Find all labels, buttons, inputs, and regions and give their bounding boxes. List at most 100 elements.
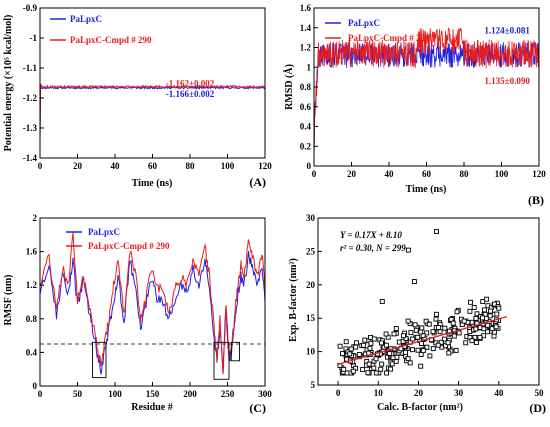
panel-d-point xyxy=(451,333,457,339)
panel-d-point xyxy=(378,340,384,346)
panel-d-point xyxy=(415,347,421,353)
panel-d-fit-line xyxy=(337,315,508,365)
panel-d-point xyxy=(403,336,409,341)
a-ytick-label-5: -0.9 xyxy=(23,3,38,13)
panel-d-point xyxy=(424,344,430,350)
a-xtick-label-3: 60 xyxy=(148,161,158,171)
panel-d-point xyxy=(488,308,493,314)
panel-a-frame xyxy=(39,7,266,159)
b-ytick-label-7: 1.4 xyxy=(300,23,312,33)
panel-d-point xyxy=(435,325,441,330)
panel-d-point xyxy=(367,345,373,351)
panel-d-label: (D) xyxy=(529,401,546,415)
panel-d-point xyxy=(442,325,448,331)
panel-d-point xyxy=(480,299,486,304)
panel-a-ylabel: Potential energy (×10⁵ kcal/mol) xyxy=(3,15,14,152)
panel-a-series-blue xyxy=(39,84,266,141)
panel-d-point xyxy=(410,336,416,342)
panel-d-point xyxy=(383,331,389,337)
panel-d-point xyxy=(354,340,359,346)
d-ytick-label-5: 30 xyxy=(306,213,316,223)
panel-d-ylabel: Exp. B-factor (nm²) xyxy=(288,258,299,342)
panel-a-ticks: 0 20 40 60 80 100 120 -1.4 -1.3 -1.2 -1.1 -1 -0.9 xyxy=(23,3,273,171)
panel-d-point xyxy=(379,299,385,304)
c-xtick-label-1: 50 xyxy=(73,389,83,399)
panel-d-point xyxy=(456,330,462,336)
panel-c-legend-blue: PaLpxC xyxy=(88,227,120,237)
a-xtick-label-4: 80 xyxy=(186,161,196,171)
panel-d-point xyxy=(403,349,408,355)
panel-d-point xyxy=(391,331,397,337)
a-xtick-label-1: 20 xyxy=(73,161,83,171)
panel-d-point xyxy=(491,333,497,339)
d-xtick-label-2: 20 xyxy=(414,388,424,398)
panel-d-point xyxy=(418,363,424,369)
panel-d-point xyxy=(438,339,444,345)
panel-c-highlight-box-1 xyxy=(213,341,230,380)
panel-d-point xyxy=(430,329,436,335)
panel-d-point xyxy=(454,309,460,315)
panel-d-frame xyxy=(317,217,540,386)
panel-d-point xyxy=(468,299,474,305)
a-xtick-label-2: 40 xyxy=(111,161,121,171)
d-ytick-label-4: 25 xyxy=(306,246,316,256)
panel-d-point xyxy=(443,343,449,349)
panel-d-point xyxy=(480,315,485,321)
panel-d-point xyxy=(487,313,493,319)
b-ytick-label-1: 0.2 xyxy=(300,141,312,151)
panel-d-point xyxy=(433,316,439,322)
panel-d-point xyxy=(427,353,433,359)
panel-c-highlight-box-2 xyxy=(230,341,240,362)
b-ytick-label-4: 0.8 xyxy=(300,82,312,92)
panel-d-point xyxy=(405,318,411,324)
panel-b-annotation-red: 1.135±0.090 xyxy=(484,76,530,86)
panel-d-point xyxy=(433,311,439,317)
a-ytick-label-2: -1.2 xyxy=(23,93,38,103)
panel-d-point xyxy=(474,311,480,317)
panel-d-point xyxy=(461,318,467,324)
panel-d-point xyxy=(473,340,479,345)
panel-d-point xyxy=(378,366,384,372)
panel-d-ticks: 0 10 20 30 40 50 5 10 15 20 25 30 xyxy=(306,213,544,398)
c-ytick-label-1: 0.4 xyxy=(26,347,38,357)
panel-d-point xyxy=(373,370,379,376)
panel-d-point xyxy=(368,340,374,346)
panel-d-point xyxy=(493,324,499,330)
panel-d-point xyxy=(379,361,385,367)
b-xtick-label-0: 0 xyxy=(312,169,317,179)
panel-d-point xyxy=(362,337,368,343)
c-xtick-label-2: 100 xyxy=(108,389,122,399)
panel-d-point xyxy=(426,321,432,327)
panel-d-point xyxy=(341,366,347,372)
panel-d-point xyxy=(415,334,421,340)
d-xtick-label-3: 30 xyxy=(454,388,464,398)
panel-d-point xyxy=(407,360,413,366)
panel-d-point xyxy=(371,336,377,342)
c-xtick-label-4: 200 xyxy=(183,389,197,399)
a-ytick-label-1: -1.3 xyxy=(23,123,38,133)
b-ytick-label-3: 0.6 xyxy=(300,102,312,112)
d-ytick-label-1: 10 xyxy=(306,347,316,357)
panel-b-annotation-blue: 1.124±0.081 xyxy=(484,26,530,36)
panel-d-point xyxy=(473,326,479,332)
panel-d-point xyxy=(366,350,372,356)
panel-d-point xyxy=(469,319,475,325)
c-ytick-label-5: 2 xyxy=(33,213,38,223)
c-ytick-label-0: 0 xyxy=(33,381,38,391)
panel-d-point xyxy=(453,347,459,353)
panel-d-point xyxy=(389,361,395,367)
c-xtick-label-6: 300 xyxy=(258,389,272,399)
b-ytick-label-0: 0 xyxy=(307,161,312,171)
panel-d-point xyxy=(424,330,430,336)
panel-d-point xyxy=(371,365,377,371)
panel-b-label: (B) xyxy=(528,193,544,207)
panel-d-point xyxy=(471,305,477,310)
a-ytick-label-4: -1 xyxy=(30,33,38,43)
a-ytick-label-3: -1.1 xyxy=(23,63,38,73)
panel-c-legend-red: PaLpxC-Cmpd # 290 xyxy=(88,241,170,251)
a-xtick-label-5: 100 xyxy=(221,161,235,171)
panel-d-point xyxy=(481,326,487,332)
b-xtick-label-6: 120 xyxy=(532,169,546,179)
panel-a-plot-area xyxy=(39,83,266,141)
panel-d-point xyxy=(337,343,343,349)
